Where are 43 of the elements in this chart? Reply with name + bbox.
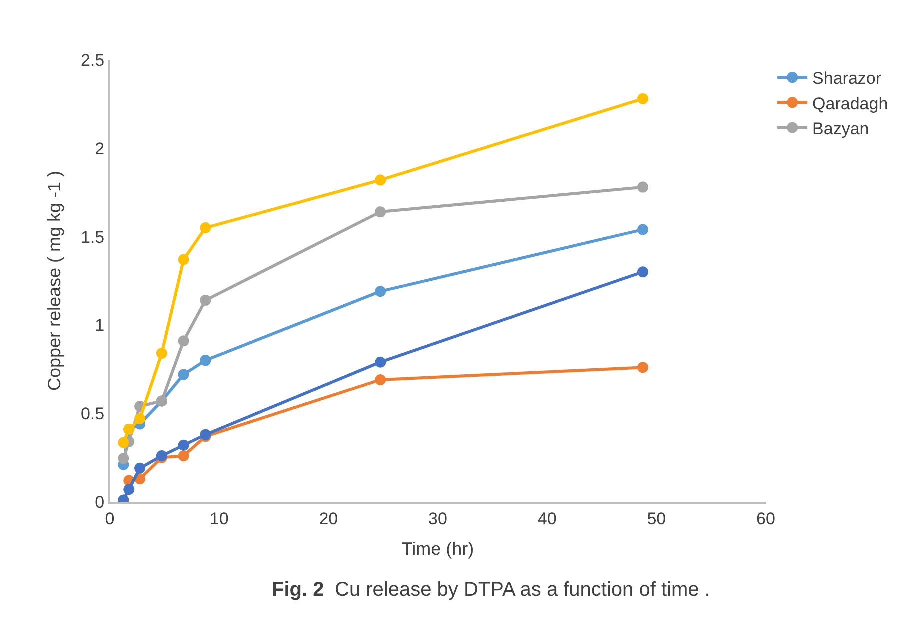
y-tick-label: 1 [95, 316, 105, 336]
x-tick-label: 40 [538, 509, 557, 528]
y-tick-label: 1.5 [80, 228, 105, 247]
x-tick-label: 20 [319, 509, 338, 528]
point [134, 462, 146, 474]
point [638, 266, 648, 278]
legend-label: Sharazor [812, 69, 882, 88]
point [178, 450, 190, 462]
point [200, 294, 212, 306]
point [638, 224, 648, 236]
point [118, 437, 130, 448]
point [375, 374, 386, 386]
legend-label: Bazyan [812, 119, 870, 138]
point [375, 286, 386, 298]
y-axis-title: Copper release ( mg kg -1 ) [44, 170, 65, 392]
point [375, 206, 386, 218]
x-tick-label: 30 [428, 509, 448, 528]
legend-label: Qaradagh [812, 94, 888, 114]
point [638, 93, 648, 104]
y-tick-label: 0.5 [80, 404, 105, 424]
point [200, 355, 212, 366]
point [156, 348, 168, 359]
point [134, 413, 146, 424]
x-tick-label: 50 [647, 509, 666, 528]
caption: Fig. 2 [272, 579, 324, 601]
point [375, 174, 386, 186]
point [178, 369, 190, 380]
x-axis-title: Time (hr) [402, 539, 474, 559]
point [638, 182, 648, 193]
point [638, 362, 648, 374]
text: Cu release by DTPA as a function of time . [335, 579, 710, 601]
y-tick-label: 2.5 [80, 50, 105, 70]
point [118, 453, 130, 464]
point [178, 336, 190, 347]
point [178, 440, 190, 451]
x-tick-label: 10 [210, 509, 229, 528]
point [375, 356, 386, 368]
point [124, 484, 135, 496]
x-tick-label: 60 [756, 509, 776, 528]
y-tick-label: 0 [95, 492, 105, 512]
point [200, 222, 212, 234]
point [178, 254, 190, 266]
y-tick-label: 2 [95, 139, 105, 158]
